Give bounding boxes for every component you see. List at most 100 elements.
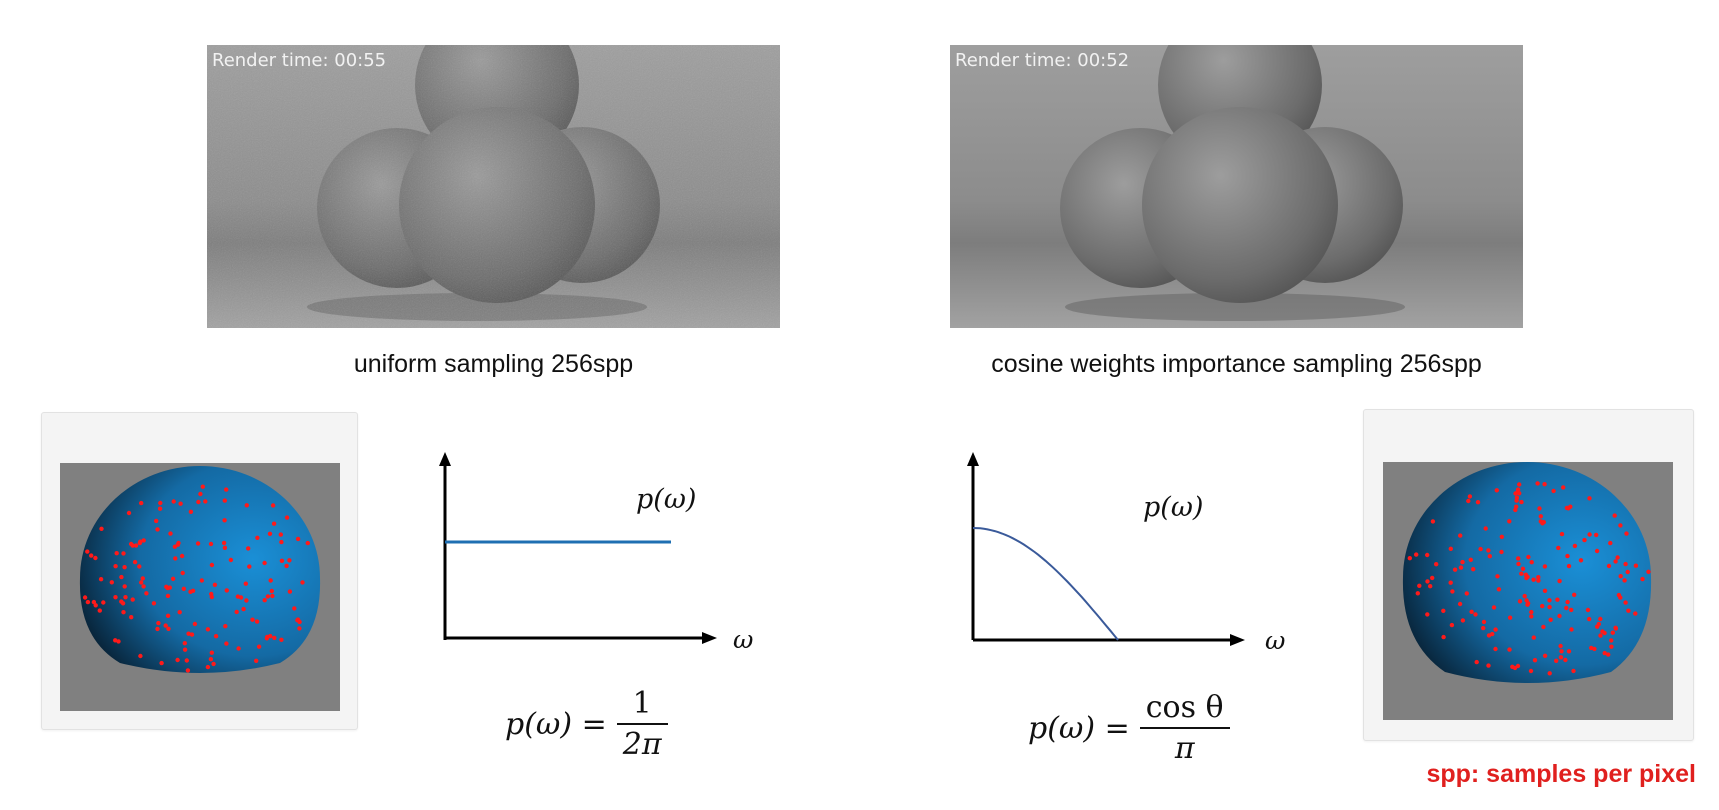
- y-axis-arrow: [967, 452, 979, 466]
- sample-point: [247, 564, 252, 569]
- sample-point: [1535, 481, 1540, 486]
- sample-point: [141, 538, 146, 543]
- sample-point: [1623, 561, 1628, 567]
- sample-point: [128, 541, 134, 547]
- sample-point: [159, 660, 164, 666]
- x-axis-label-cosine: ω: [1265, 626, 1286, 655]
- sample-point: [144, 591, 149, 596]
- sample-point: [235, 594, 241, 599]
- sample-point: [1526, 554, 1531, 560]
- sample-point: [1558, 655, 1564, 660]
- sample-point: [255, 535, 260, 540]
- sample-point: [1624, 531, 1629, 536]
- sample-point: [1566, 506, 1571, 511]
- sample-point: [1516, 556, 1521, 561]
- sample-point: [1481, 625, 1486, 631]
- sample-point: [1483, 526, 1488, 531]
- sample-point: [155, 626, 160, 632]
- sample-point: [137, 540, 142, 546]
- sample-point: [205, 627, 211, 632]
- sample-point: [93, 603, 98, 608]
- sample-point: [1407, 556, 1412, 561]
- sample-point: [1578, 558, 1584, 563]
- sample-point: [1538, 514, 1543, 519]
- sample-point: [196, 499, 201, 505]
- sample-point: [1519, 571, 1524, 576]
- sample-point: [1513, 507, 1518, 513]
- sample-point: [279, 637, 284, 642]
- sample-point: [287, 589, 293, 594]
- sample-point: [1434, 562, 1439, 567]
- sample-point: [1542, 564, 1548, 569]
- sample-point: [265, 594, 271, 599]
- sample-point: [244, 598, 249, 603]
- sample-point: [1430, 519, 1436, 524]
- x-axis-arrow: [702, 632, 717, 644]
- sample-point: [236, 646, 241, 651]
- sample-point: [270, 503, 276, 508]
- sample-point: [265, 634, 270, 640]
- x-axis-label-uniform: ω: [733, 625, 754, 654]
- sample-point: [1554, 658, 1559, 663]
- sample-point: [1531, 577, 1536, 582]
- sample-point: [1602, 630, 1607, 636]
- sample-point: [1494, 488, 1499, 493]
- sample-point: [1542, 588, 1548, 593]
- curve-label-uniform: p(ω): [636, 484, 697, 515]
- sample-point: [137, 564, 142, 569]
- sample-point: [200, 484, 205, 489]
- sample-point: [279, 558, 285, 563]
- sample-point: [168, 531, 173, 536]
- sample-point: [1594, 532, 1599, 538]
- sample-point: [1547, 604, 1552, 610]
- sample-point: [1585, 607, 1591, 613]
- sample-point: [1487, 554, 1492, 559]
- formula-denominator: π: [1174, 731, 1195, 766]
- formula-lhs: p(ω) =: [1028, 710, 1130, 746]
- sample-point: [173, 556, 178, 561]
- sample-point: [1559, 649, 1564, 654]
- sample-point: [1425, 612, 1430, 617]
- sample-point: [1609, 638, 1614, 643]
- sample-point: [1493, 646, 1498, 652]
- sample-point: [1594, 548, 1600, 554]
- sample-point: [199, 578, 204, 583]
- sample-point: [178, 501, 183, 506]
- sample-point: [1475, 500, 1481, 505]
- sample-point: [184, 658, 189, 663]
- sample-point: [1491, 605, 1497, 610]
- sample-point: [1514, 495, 1520, 500]
- sample-point: [186, 631, 191, 636]
- sample-point: [188, 589, 193, 594]
- sample-point: [272, 635, 277, 641]
- sample-point: [1618, 523, 1623, 528]
- sample-point: [222, 518, 227, 523]
- sample-point: [141, 584, 146, 589]
- sample-point: [177, 610, 182, 615]
- sample-point: [1536, 578, 1541, 583]
- sample-point: [130, 597, 135, 602]
- sample-point: [221, 540, 227, 546]
- sample-point: [269, 588, 274, 594]
- formula-denominator: 2π: [622, 727, 662, 762]
- sample-point: [192, 621, 198, 627]
- sample-point: [1528, 668, 1534, 674]
- sample-point: [1565, 599, 1570, 605]
- sample-point: [121, 551, 126, 556]
- sample-point: [209, 591, 214, 597]
- sample-point: [209, 562, 215, 568]
- sample-point: [195, 541, 201, 546]
- sample-point: [1640, 576, 1645, 582]
- sample-point: [267, 531, 273, 536]
- sample-point: [254, 619, 260, 624]
- sample-point: [1460, 618, 1466, 623]
- sample-point: [224, 487, 229, 492]
- sample-point: [165, 613, 171, 618]
- sample-point: [1524, 598, 1529, 603]
- sample-point: [208, 657, 214, 662]
- sample-point: [1557, 613, 1562, 619]
- sample-point: [156, 620, 161, 626]
- sample-point: [1507, 647, 1512, 652]
- sample-point: [1606, 563, 1612, 569]
- formula-cosine: p(ω) = cos θ π: [1028, 690, 1230, 766]
